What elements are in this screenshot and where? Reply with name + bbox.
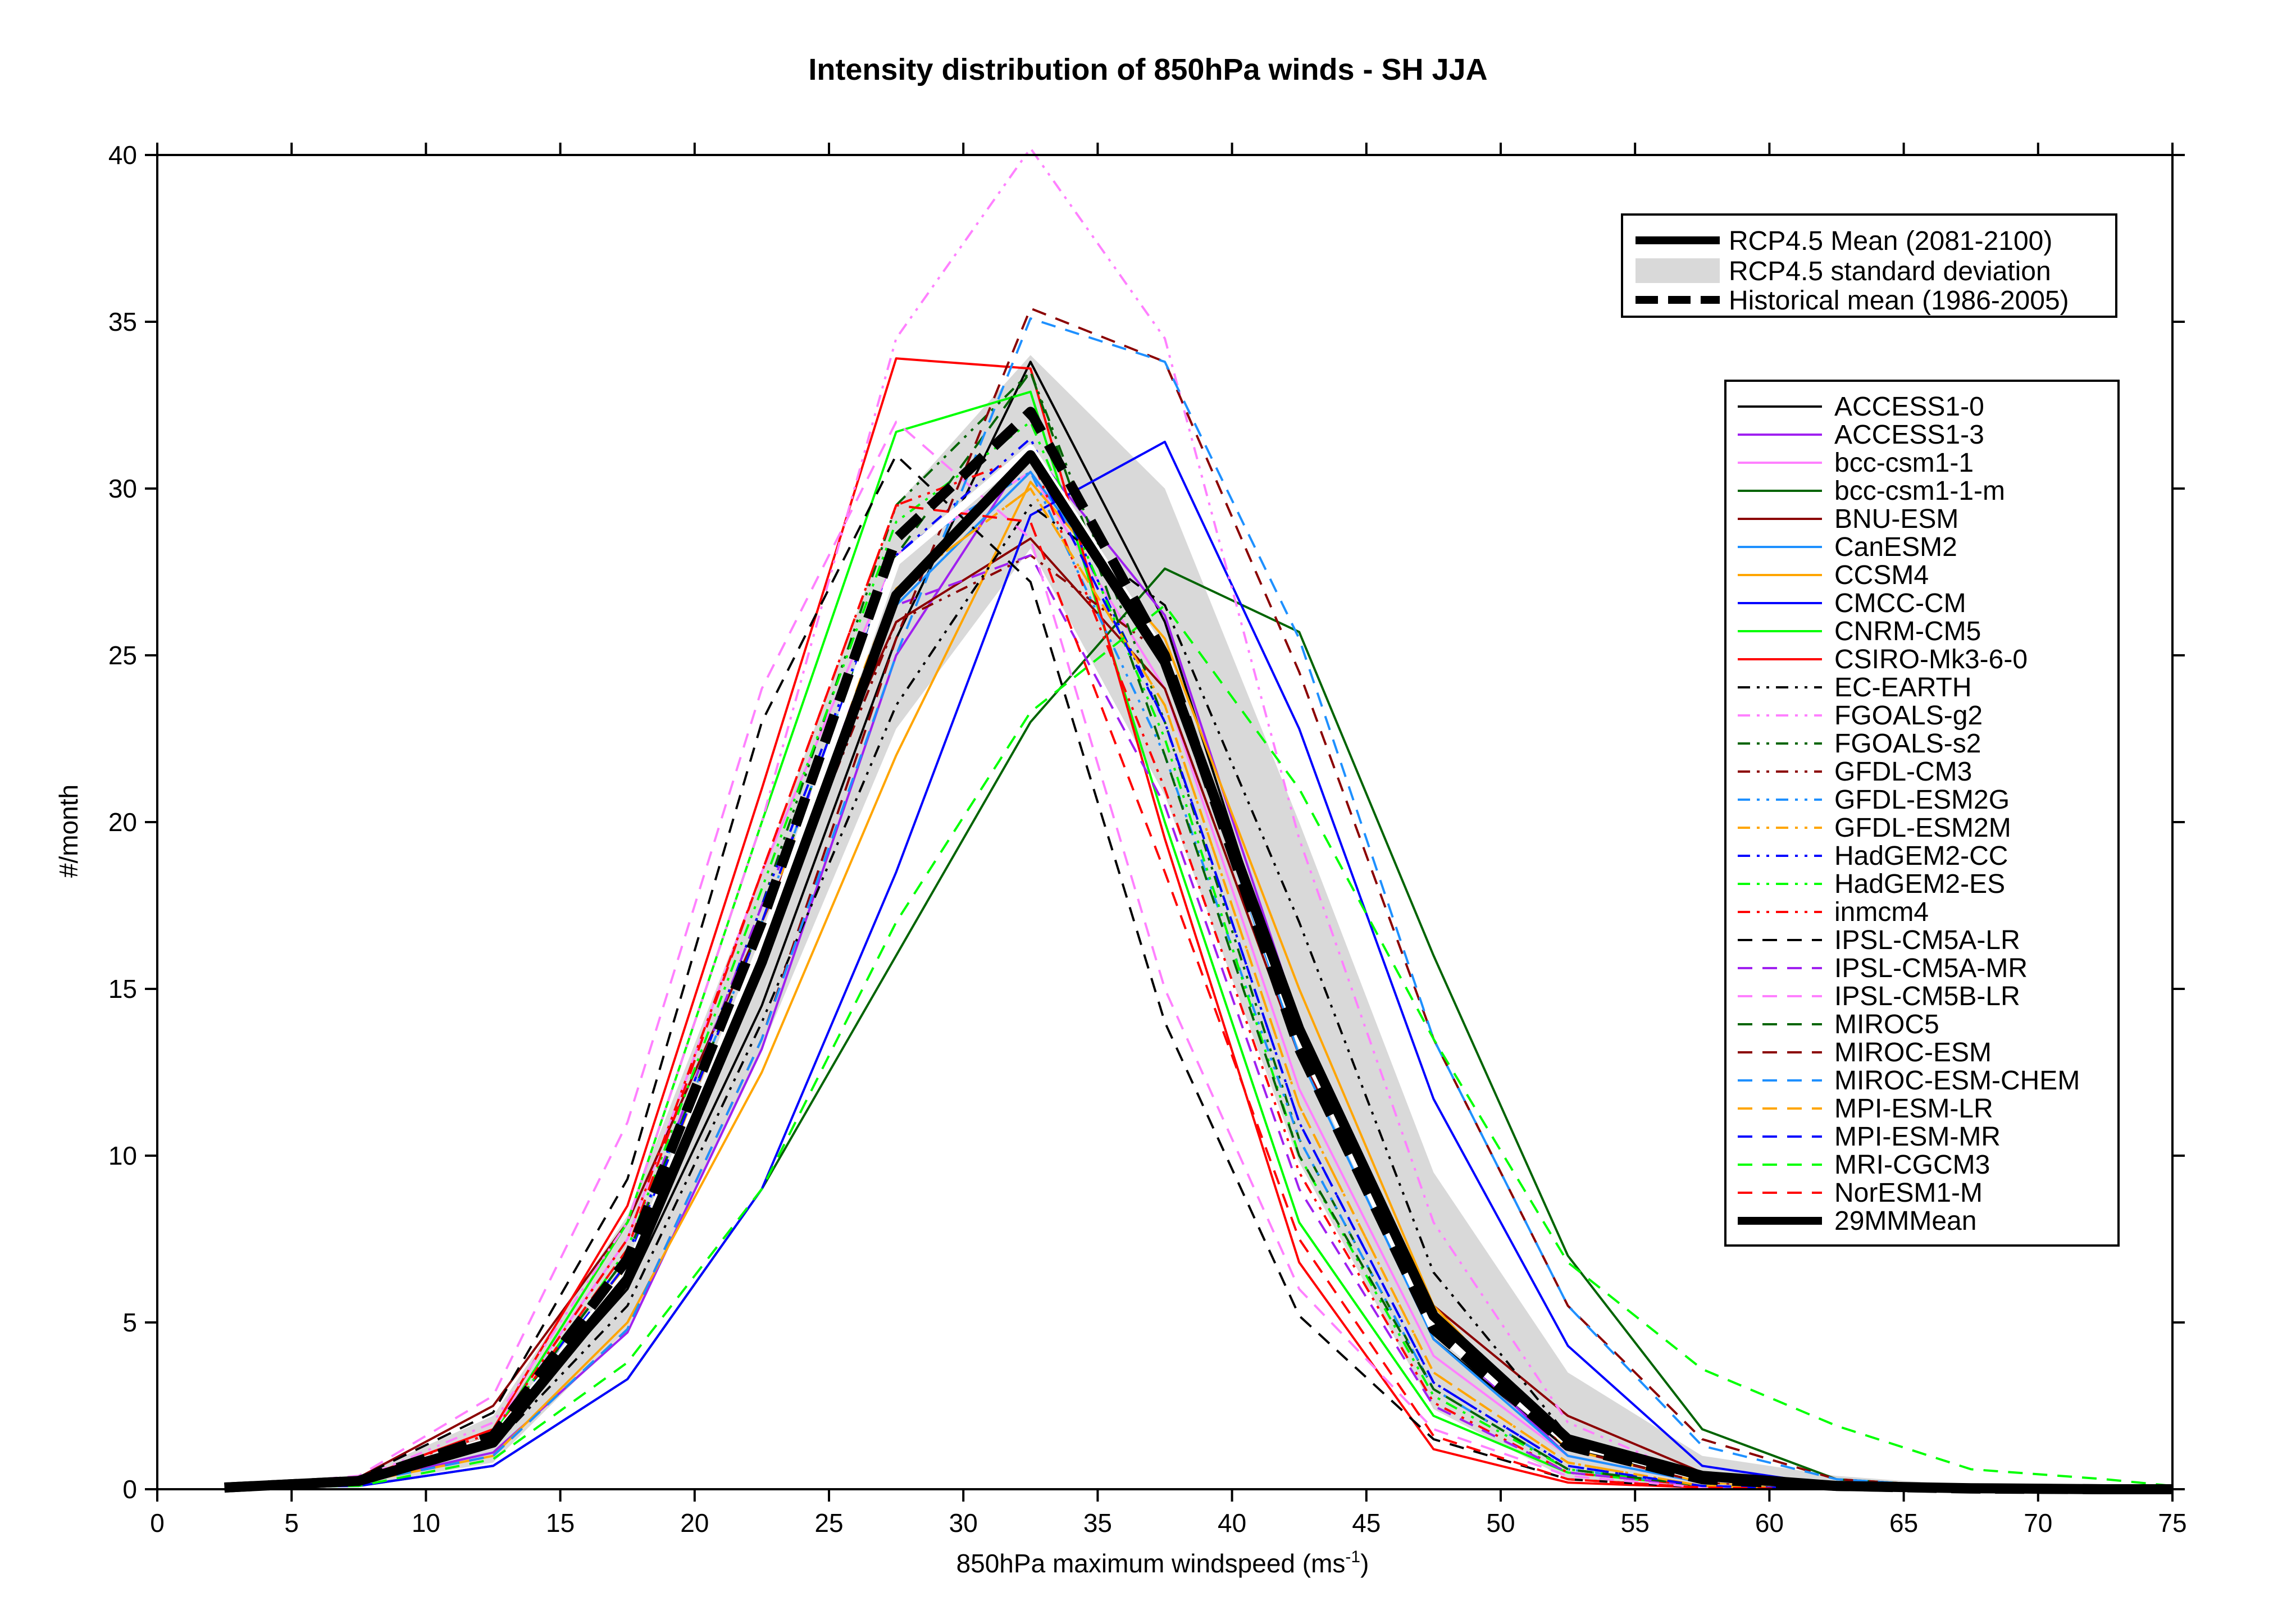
legend-label-gfdl-esm2m: GFDL-ESM2M — [1834, 813, 2011, 843]
legend-label-mpi-esm-lr: MPI-ESM-LR — [1834, 1094, 1993, 1124]
legend-label-fgoals-s2: FGOALS-s2 — [1834, 729, 1981, 759]
series-line-noresm1-m — [224, 504, 2172, 1490]
x-tick-label: 35 — [1083, 1508, 1112, 1538]
legend-top-swatch-band — [1636, 258, 1720, 283]
y-tick-label: 15 — [108, 974, 137, 1003]
legend-label-bcc-csm1-1-m: bcc-csm1-1-m — [1834, 476, 2005, 506]
mean-layer — [224, 407, 2172, 1494]
legend-label-mri-cgcm3: MRI-CGCM3 — [1834, 1150, 1990, 1180]
x-axis-label: 850hPa maximum windspeed (ms-1) — [956, 1548, 1369, 1578]
y-tick-label: 40 — [108, 140, 137, 170]
rcp45-mean-line — [224, 450, 2172, 1494]
x-tick-label: 75 — [2158, 1508, 2186, 1538]
legend-label-29mmmean: 29MMMean — [1834, 1206, 1976, 1236]
legend-label-miroc-esm-chem: MIROC-ESM-CHEM — [1834, 1066, 2080, 1096]
legend-label-cmcc-cm: CMCC-CM — [1834, 589, 1966, 618]
legend-label-access1-0: ACCESS1-0 — [1834, 392, 1984, 422]
series-line-mri-cgcm3 — [224, 604, 2173, 1489]
legend-label-miroc5: MIROC5 — [1834, 1010, 1939, 1039]
legend-label-ipsl-cm5b-lr: IPSL-CM5B-LR — [1834, 982, 2020, 1011]
legend-label-miroc-esm: MIROC-ESM — [1834, 1038, 1992, 1068]
x-tick-label: 50 — [1486, 1508, 1515, 1538]
ticks: 0 5 10 15 20 25 30 35 40 45 50 55 60 65 70 75 0 5 10 15 20 25… — [108, 140, 2187, 1538]
y-tick-label: 30 — [108, 474, 137, 503]
legend-label-cnrm-cm5: CNRM-CM5 — [1834, 617, 1981, 646]
legend-label-bnu-esm: BNU-ESM — [1834, 504, 1958, 534]
series-line-hadgem2-es — [224, 421, 2172, 1490]
y-axis-label: #/month — [54, 784, 83, 878]
legend-models-box — [1724, 380, 2120, 1247]
legend-label-csiro-mk3-6-0: CSIRO-Mk3-6-0 — [1834, 645, 2028, 674]
legend-top-label: RCP4.5 Mean (2081-2100) — [1729, 226, 2052, 256]
legend-label-bcc-csm1-1: bcc-csm1-1 — [1834, 448, 1974, 478]
legend-label-ec-earth: EC-EARTH — [1834, 673, 1971, 702]
x-tick-label: 0 — [150, 1508, 165, 1538]
sd-band-layer — [224, 355, 2172, 1489]
legend-label-gfdl-cm3: GFDL-CM3 — [1834, 757, 1972, 787]
rcp45-sd-band — [224, 355, 2172, 1489]
x-tick-label: 45 — [1352, 1508, 1381, 1538]
chart-title: Intensity distribution of 850hPa winds -… — [808, 53, 1487, 86]
x-tick-label: 70 — [2024, 1508, 2052, 1538]
legend-top: RCP4.5 Mean (2081-2100)RCP4.5 standard d… — [1621, 213, 2117, 318]
x-tick-label: 40 — [1218, 1508, 1246, 1538]
y-tick-label: 35 — [108, 307, 137, 336]
y-tick-label: 10 — [108, 1141, 137, 1170]
legend-label-noresm1-m: NorESM1-M — [1834, 1178, 1983, 1208]
x-tick-label: 30 — [949, 1508, 978, 1538]
legend-label-hadgem2-cc: HadGEM2-CC — [1834, 841, 2008, 871]
y-tick-label: 25 — [108, 641, 137, 670]
legend-top-label: RCP4.5 standard deviation — [1729, 257, 2051, 286]
x-tick-label: 25 — [814, 1508, 843, 1538]
x-tick-label: 10 — [412, 1508, 440, 1538]
y-tick-label: 20 — [108, 808, 137, 837]
legend-label-ccsm4: CCSM4 — [1834, 560, 1929, 590]
x-tick-label: 5 — [284, 1508, 299, 1538]
y-tick-label: 0 — [122, 1475, 137, 1504]
legend-top-label: Historical mean (1986-2005) — [1729, 286, 2069, 316]
x-axis-label-end: ) — [1360, 1549, 1369, 1578]
x-axis-label-unit-superscript: -1 — [1345, 1548, 1360, 1566]
legend-label-hadgem2-es: HadGEM2-ES — [1834, 869, 2005, 899]
x-axis-label-main: 850hPa maximum windspeed (ms — [956, 1549, 1346, 1578]
legend-label-access1-3: ACCESS1-3 — [1834, 420, 1984, 450]
x-tick-label: 55 — [1621, 1508, 1650, 1538]
legend-label-ipsl-cm5a-lr: IPSL-CM5A-LR — [1834, 925, 2020, 955]
legend-label-fgoals-g2: FGOALS-g2 — [1834, 701, 1983, 731]
legend-label-gfdl-esm2g: GFDL-ESM2G — [1834, 785, 2010, 815]
x-tick-label: 15 — [546, 1508, 575, 1538]
y-tick-label: 5 — [122, 1308, 137, 1337]
legend-label-canesm2: CanESM2 — [1834, 532, 1957, 562]
x-tick-label: 60 — [1755, 1508, 1784, 1538]
legend-label-mpi-esm-mr: MPI-ESM-MR — [1834, 1122, 2001, 1152]
x-tick-label: 65 — [1889, 1508, 1918, 1538]
x-tick-label: 20 — [680, 1508, 709, 1538]
legend-models: ACCESS1-0ACCESS1-3bcc-csm1-1bcc-csm1-1-m… — [1724, 380, 2120, 1247]
legend-label-inmcm4: inmcm4 — [1834, 897, 1929, 927]
legend-label-ipsl-cm5a-mr: IPSL-CM5A-MR — [1834, 954, 2028, 983]
